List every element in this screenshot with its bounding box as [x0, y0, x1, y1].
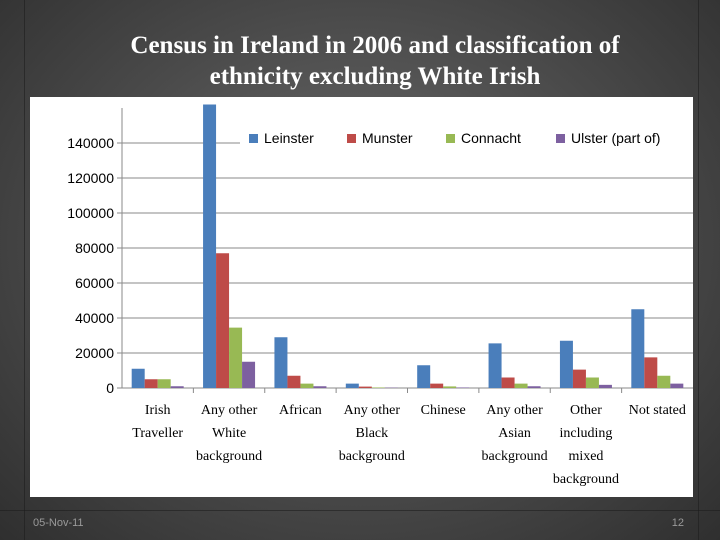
legend-background [240, 125, 693, 151]
legend-swatch [556, 134, 565, 143]
bar-munster-1 [216, 253, 230, 388]
bar-ulster-part-of-6 [598, 384, 612, 388]
x-tick-label: Other [570, 403, 602, 418]
bar-munster-6 [572, 369, 586, 388]
bar-connacht-3 [371, 387, 385, 388]
bar-connacht-7 [657, 375, 671, 388]
bar-connacht-4 [443, 386, 457, 388]
x-tick-label: background [482, 449, 548, 464]
bar-leinster-5 [488, 343, 502, 388]
bar-ulster-part-of-2 [313, 386, 327, 388]
legend-swatch [249, 134, 258, 143]
slide-title: Census in Ireland in 2006 and classifica… [40, 30, 710, 92]
bar-leinster-2 [274, 337, 288, 388]
frame-line-right [698, 0, 699, 540]
bar-connacht-0 [157, 379, 171, 388]
legend-label: Leinster [264, 130, 314, 146]
x-tick-label: Any other [201, 403, 258, 418]
bar-ulster-part-of-4 [456, 387, 470, 388]
bar-leinster-6 [559, 340, 573, 388]
bar-leinster-4 [417, 365, 431, 388]
x-tick-label: Black [355, 426, 388, 441]
slide-title-line-2: ethnicity excluding White Irish [209, 63, 541, 90]
y-tick-label: 0 [106, 380, 114, 396]
x-tick-label: background [196, 449, 262, 464]
slide-number: 12 [671, 517, 684, 529]
bar-connacht-2 [300, 383, 314, 388]
legend-label: Munster [362, 130, 413, 146]
frame-line-bottom [0, 510, 720, 511]
bar-leinster-3 [345, 383, 359, 388]
x-tick-label: Not stated [629, 403, 686, 418]
bar-ulster-part-of-0 [170, 386, 184, 388]
x-tick-label: mixed [568, 449, 603, 464]
x-tick-label: Any other [344, 403, 401, 418]
bar-munster-0 [144, 379, 158, 388]
bar-leinster-0 [131, 368, 145, 388]
footer-date: 05-Nov-11 [33, 517, 84, 529]
y-tick-label: 120000 [67, 170, 114, 186]
bar-ulster-part-of-1 [242, 361, 256, 388]
y-tick-label: 100000 [67, 205, 114, 221]
legend-swatch [347, 134, 356, 143]
bar-ulster-part-of-7 [670, 383, 684, 388]
bar-connacht-1 [229, 327, 243, 388]
legend-label: Connacht [461, 130, 521, 146]
bar-munster-2 [287, 375, 301, 388]
bar-leinster-1 [203, 104, 217, 388]
bar-munster-5 [501, 377, 515, 388]
bar-munster-4 [430, 383, 444, 388]
x-tick-label: Asian [498, 426, 531, 441]
legend-swatch [446, 134, 455, 143]
y-tick-label: 140000 [67, 135, 114, 151]
bar-chart: 0 20000 40000 60000 80000 100000 120000 140000 I… [67, 104, 693, 487]
bar-munster-7 [644, 357, 658, 388]
chart-panel: 0 20000 40000 60000 80000 100000 120000 140000 I… [30, 97, 693, 497]
y-tick-label: 40000 [75, 310, 114, 326]
y-tick-label: 20000 [75, 345, 114, 361]
x-tick-label: Chinese [421, 403, 466, 418]
y-tick-label: 60000 [75, 275, 114, 291]
y-tick-label: 80000 [75, 240, 114, 256]
frame-line-left [24, 0, 25, 540]
bar-leinster-7 [631, 309, 645, 388]
x-tick-label: including [559, 426, 612, 441]
x-tick-label: White [212, 426, 246, 441]
x-tick-label: Traveller [132, 426, 183, 441]
bar-munster-3 [358, 386, 372, 388]
x-tick-label: African [279, 403, 322, 418]
legend-label: Ulster (part of) [571, 130, 660, 146]
x-tick-label: background [339, 449, 405, 464]
x-tick-label: Any other [486, 403, 543, 418]
bar-connacht-5 [514, 383, 528, 388]
bar-connacht-6 [585, 377, 599, 388]
x-tick-label: Irish [145, 403, 171, 418]
x-tick-label: background [553, 472, 619, 487]
bar-ulster-part-of-5 [527, 386, 541, 388]
slide-title-line-1: Census in Ireland in 2006 and classifica… [130, 32, 620, 59]
